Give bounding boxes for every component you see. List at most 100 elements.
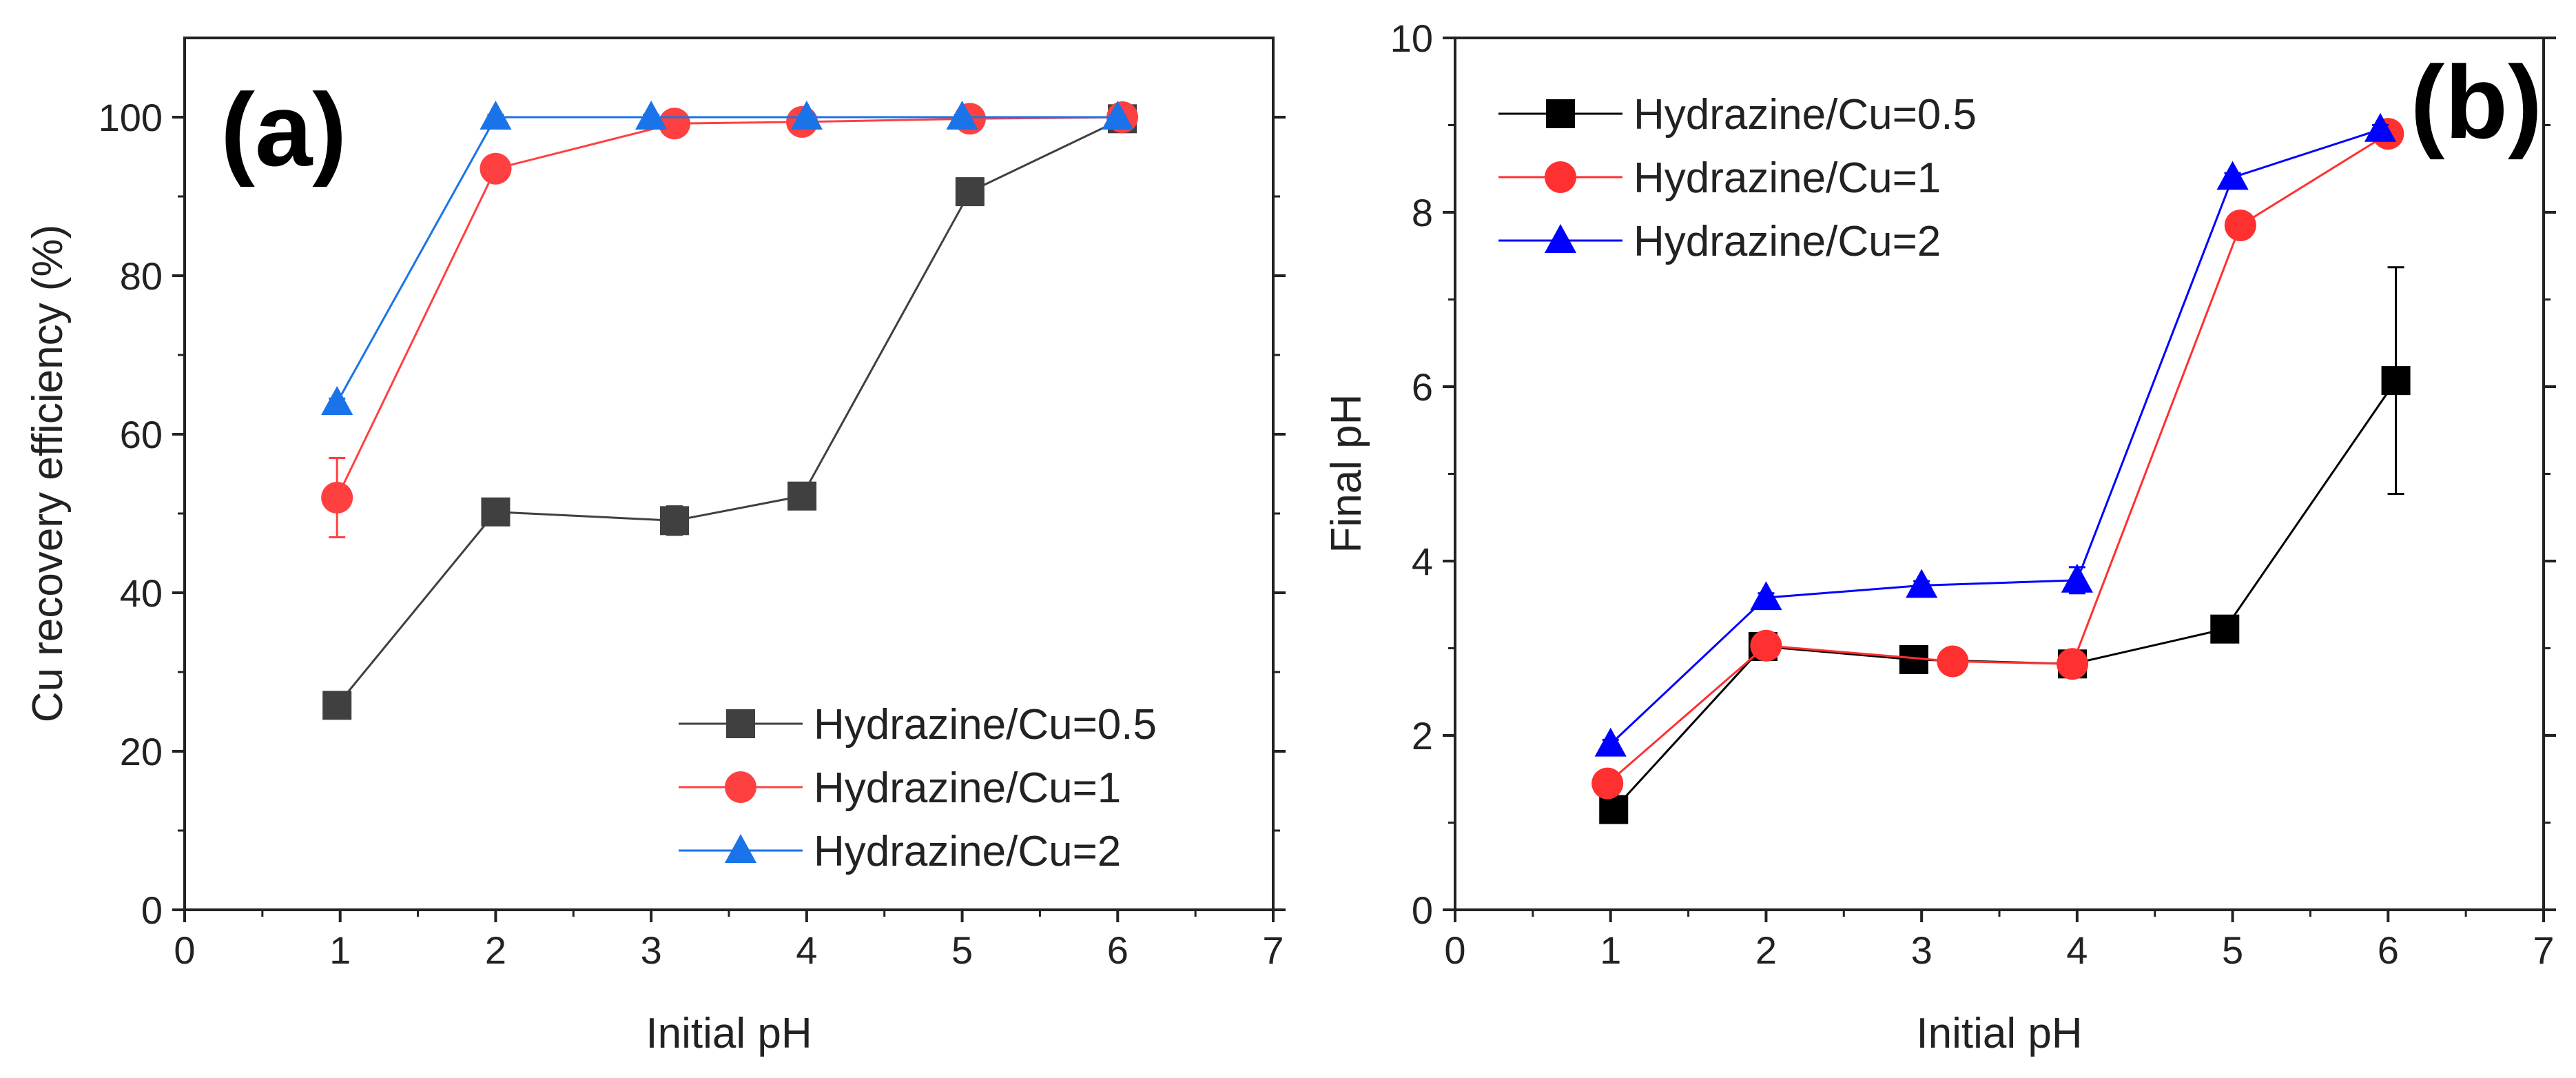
ticks-a: 0 1 2 3 4 5 6 7 0 20 40 60 80 100 (99, 96, 1286, 972)
data-point-square (660, 506, 689, 536)
legend-b: Hydrazine/Cu=0.5 Hydrazine/Cu=1 Hydrazine/… (1498, 91, 1977, 265)
legend-label: Hydrazine/Cu=0.5 (814, 701, 1157, 749)
y-tick-label: 4 (1412, 540, 1433, 583)
data-point-square (2210, 614, 2240, 644)
y-tick-label: 6 (1412, 365, 1433, 409)
data-point-circle (1591, 767, 1624, 800)
data-point-triangle (480, 101, 512, 130)
legend-label: Hydrazine/Cu=1 (814, 764, 1121, 812)
x-tick-label: 5 (951, 928, 973, 972)
legend-entry: Hydrazine/Cu=2 (1498, 218, 1941, 265)
data-point-circle (659, 108, 690, 140)
x-tick-label: 3 (641, 928, 662, 972)
x-tick-label: 2 (1755, 928, 1777, 972)
series-square (322, 104, 1137, 720)
series-line (1613, 380, 2397, 811)
data-point-triangle (2216, 161, 2249, 190)
y-tick-label: 40 (120, 571, 163, 615)
panel-label-a: (a) (220, 72, 347, 187)
x-tick-label: 0 (1444, 928, 1465, 972)
x-tick-label: 4 (2066, 928, 2088, 972)
legend-marker-triangle (724, 834, 757, 863)
series-line (336, 116, 1118, 403)
data-point-triangle (1906, 569, 1938, 598)
data-point-triangle (2061, 563, 2093, 593)
x-tick-label: 6 (1107, 928, 1129, 972)
data-point-circle (2057, 648, 2089, 680)
series-circle (321, 101, 1139, 538)
x-tick-label: 1 (1600, 928, 1621, 972)
data-point-square (787, 481, 817, 511)
data-point-triangle (635, 101, 668, 130)
data-point-square (2381, 366, 2411, 396)
legend-a: Hydrazine/Cu=0.5 Hydrazine/Cu=1 Hydrazine/… (679, 701, 1157, 875)
x-tick-label: 4 (796, 928, 817, 972)
legend-label: Hydrazine/Cu=0.5 (1634, 91, 1977, 139)
series-square (1599, 266, 2411, 824)
data-point-square (1599, 795, 1629, 824)
series-line (336, 117, 1123, 706)
y-tick-label: 8 (1412, 191, 1433, 234)
data-point-triangle (1102, 101, 1134, 130)
y-tick-label: 0 (1412, 888, 1433, 932)
data-point-square (481, 497, 511, 527)
data-point-triangle (790, 101, 823, 130)
x-tick-label: 7 (1262, 928, 1284, 972)
x-axis-title-b: Initial pH (1916, 1010, 2082, 1057)
y-tick-label: 0 (141, 888, 163, 932)
data-point-triangle (321, 386, 353, 415)
panel-label-b: (b) (2410, 44, 2542, 160)
x-tick-label: 7 (2533, 928, 2554, 972)
data-point-square (322, 691, 352, 720)
y-tick-label: 60 (120, 413, 163, 456)
y-tick-label: 20 (120, 730, 163, 773)
y-tick-label: 100 (99, 96, 163, 139)
legend-label: Hydrazine/Cu=2 (814, 828, 1121, 875)
data-point-triangle (946, 101, 978, 130)
x-tick-label: 5 (2222, 928, 2243, 972)
x-axis-title-a: Initial pH (646, 1010, 812, 1057)
x-tick-label: 6 (2378, 928, 2399, 972)
legend-entry: Hydrazine/Cu=1 (1498, 154, 1941, 202)
series-line (1609, 128, 2381, 745)
legend-entry: Hydrazine/Cu=0.5 (679, 701, 1157, 749)
legend-marker-circle (1545, 161, 1576, 193)
series-group-a (321, 101, 1139, 720)
x-tick-label: 1 (329, 928, 351, 972)
data-point-triangle (1594, 727, 1627, 757)
legend-marker-circle (725, 771, 756, 803)
data-point-circle (480, 152, 512, 185)
y-tick-label: 10 (1390, 17, 1433, 60)
x-tick-label: 3 (1911, 928, 1933, 972)
data-point-square (955, 177, 985, 207)
x-tick-label: 0 (174, 928, 195, 972)
legend-label: Hydrazine/Cu=1 (1634, 154, 1941, 202)
legend-marker-triangle (1544, 224, 1577, 253)
data-point-circle (2224, 209, 2256, 241)
legend-entry: Hydrazine/Cu=1 (679, 764, 1121, 812)
y-axis-title-b: Final pH (1323, 394, 1370, 553)
series-triangle (1594, 112, 2397, 757)
series-triangle (321, 101, 1134, 415)
legend-entry: Hydrazine/Cu=2 (679, 828, 1121, 875)
x-tick-label: 2 (485, 928, 506, 972)
legend-marker-square (1546, 99, 1575, 128)
series-line (1607, 132, 2389, 784)
data-point-triangle (1750, 581, 1782, 611)
y-axis-title-a: Cu recovery efficiency (%) (24, 225, 72, 722)
legend-entry: Hydrazine/Cu=0.5 (1498, 91, 1977, 139)
data-point-triangle (2364, 112, 2397, 142)
series-group-b (1591, 112, 2411, 824)
data-point-circle (1937, 645, 1969, 678)
ticks-b: 0 1 2 3 4 5 6 7 0 2 4 6 8 10 (1390, 17, 2556, 972)
data-point-circle (1750, 629, 1782, 662)
series-line (336, 116, 1123, 498)
legend-label: Hydrazine/Cu=2 (1634, 218, 1941, 265)
legend-marker-square (726, 709, 755, 738)
data-point-circle (321, 482, 353, 513)
y-tick-label: 80 (120, 254, 163, 298)
y-tick-label: 2 (1412, 714, 1433, 757)
